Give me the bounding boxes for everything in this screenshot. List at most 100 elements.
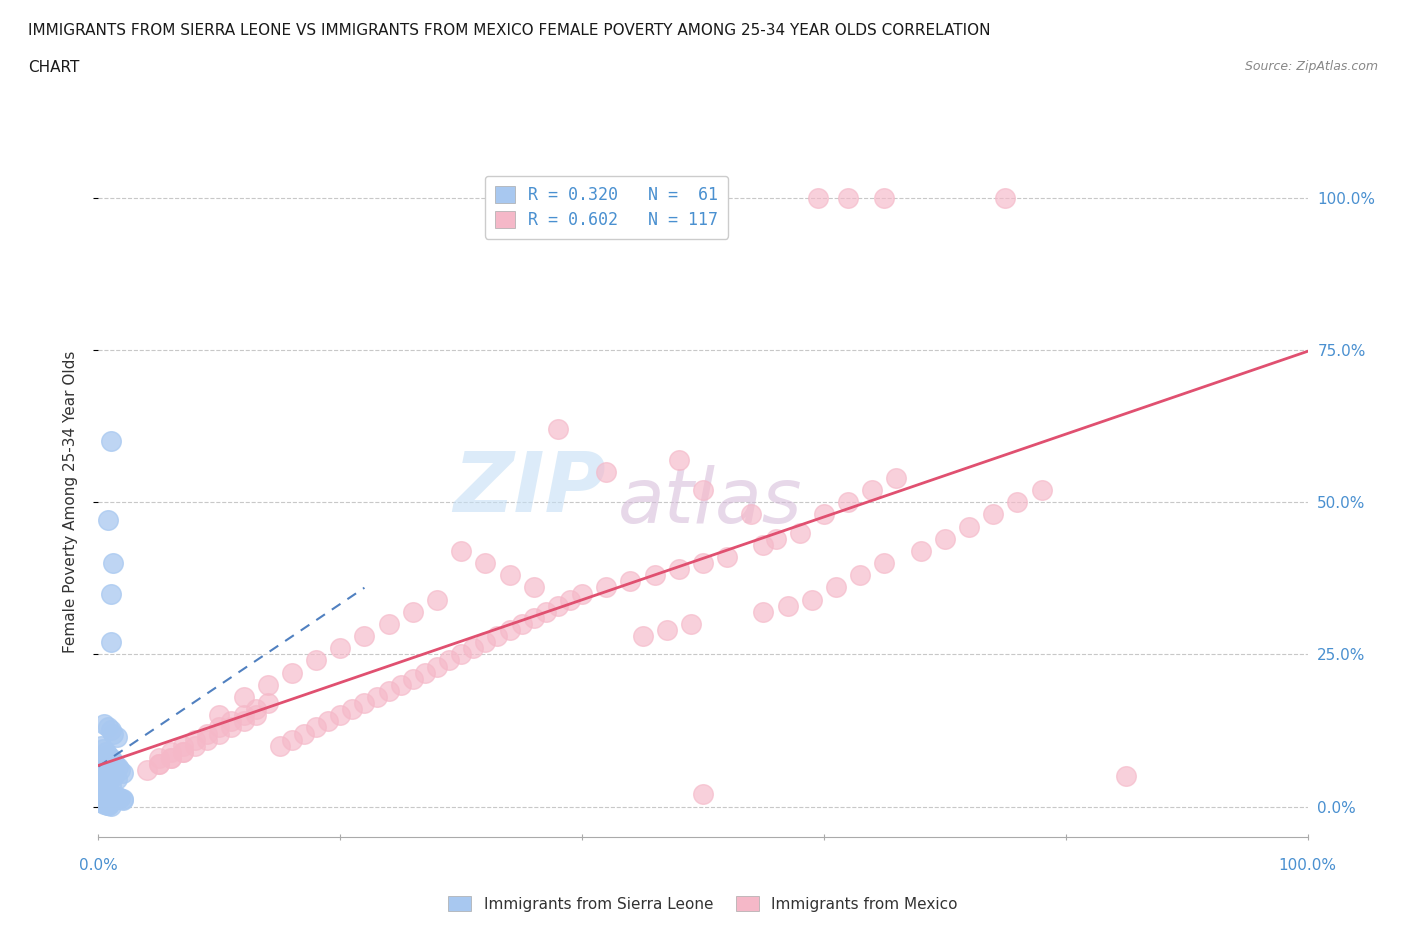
Point (90, 738, 112, 753)
Point (837, 191, 859, 206)
Point (160, 751, 183, 765)
Point (97, 513, 120, 528)
Point (89, 775, 111, 790)
Point (910, 543, 932, 558)
Point (644, 568, 666, 583)
Point (245, 708, 267, 723)
Point (413, 665, 436, 680)
Point (105, 729, 128, 744)
Text: Source: ZipAtlas.com: Source: ZipAtlas.com (1244, 60, 1378, 73)
Point (195, 732, 218, 747)
Point (402, 671, 425, 686)
Point (426, 659, 449, 674)
Point (389, 677, 412, 692)
Point (91, 769, 114, 784)
Point (994, 191, 1017, 206)
Y-axis label: Female Poverty Among 25-34 Year Olds: Female Poverty Among 25-34 Year Olds (63, 351, 77, 654)
Point (100, 787, 122, 802)
Point (148, 756, 170, 771)
Point (93, 717, 115, 732)
Point (692, 555, 714, 570)
Point (89, 751, 111, 765)
Text: CHART: CHART (28, 60, 80, 75)
Point (807, 191, 830, 206)
Point (498, 622, 520, 637)
Point (105, 772, 128, 787)
Point (789, 525, 811, 540)
Point (800, 592, 823, 607)
Point (104, 790, 127, 804)
Point (97, 720, 120, 735)
Point (89, 793, 111, 808)
Point (91, 777, 114, 792)
Point (94, 744, 117, 759)
Point (172, 744, 194, 759)
Point (305, 720, 328, 735)
Point (281, 732, 304, 747)
Point (172, 738, 194, 753)
Point (103, 769, 125, 784)
Point (679, 617, 702, 631)
Point (353, 696, 375, 711)
Point (377, 684, 399, 698)
Point (184, 738, 207, 753)
Point (329, 641, 352, 656)
Text: atlas: atlas (619, 465, 803, 539)
Point (100, 751, 122, 765)
Legend: Immigrants from Sierra Leone, Immigrants from Mexico: Immigrants from Sierra Leone, Immigrants… (443, 889, 963, 918)
Point (108, 790, 131, 805)
Legend: R = 0.320   N =  61, R = 0.602   N = 117: R = 0.320 N = 61, R = 0.602 N = 117 (485, 176, 728, 239)
Point (93, 796, 115, 811)
Text: ZIP: ZIP (454, 448, 606, 529)
Point (100, 434, 122, 449)
Point (98, 763, 121, 777)
Point (437, 653, 460, 668)
Point (886, 471, 908, 485)
Point (108, 763, 131, 777)
Point (316, 714, 339, 729)
Point (91, 753, 114, 768)
Point (100, 799, 122, 814)
Point (184, 732, 207, 747)
Point (172, 744, 194, 759)
Point (813, 507, 835, 522)
Point (107, 790, 129, 804)
Point (148, 751, 170, 765)
Point (221, 720, 243, 735)
Point (692, 787, 714, 802)
Point (160, 751, 183, 765)
Text: 0.0%: 0.0% (79, 858, 118, 873)
Point (1115, 769, 1137, 784)
Point (97, 748, 120, 763)
Point (595, 580, 617, 595)
Point (104, 756, 127, 771)
Point (486, 629, 509, 644)
Point (111, 791, 134, 806)
Point (668, 562, 690, 577)
Text: 100.0%: 100.0% (1278, 858, 1337, 873)
Point (111, 793, 134, 808)
Point (342, 702, 364, 717)
Point (269, 738, 291, 753)
Point (474, 555, 496, 570)
Point (523, 580, 546, 595)
Point (873, 555, 896, 570)
Point (160, 744, 183, 759)
Point (97, 775, 120, 790)
Point (107, 760, 129, 775)
Point (100, 765, 122, 780)
Point (101, 555, 124, 570)
Point (232, 708, 254, 723)
Point (426, 592, 449, 607)
Point (873, 191, 896, 206)
Point (100, 586, 122, 601)
Point (631, 629, 654, 644)
Point (776, 598, 799, 613)
Point (752, 538, 775, 552)
Text: IMMIGRANTS FROM SIERRA LEONE VS IMMIGRANTS FROM MEXICO FEMALE POVERTY AMONG 25-3: IMMIGRANTS FROM SIERRA LEONE VS IMMIGRAN… (28, 23, 991, 38)
Point (402, 604, 425, 619)
Point (571, 586, 593, 601)
Point (534, 604, 557, 619)
Point (377, 617, 399, 631)
Point (825, 580, 848, 595)
